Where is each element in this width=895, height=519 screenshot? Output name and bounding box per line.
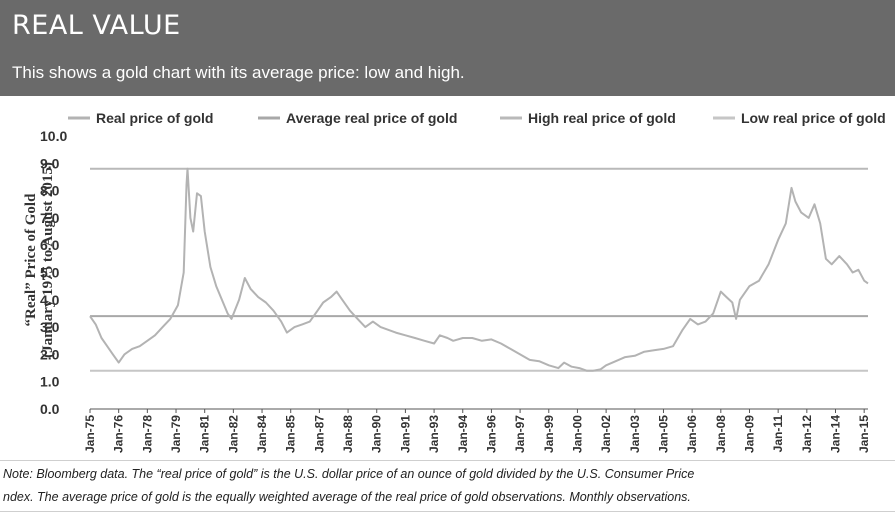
note-line-1: Note: Bloomberg data. The “real price of… — [3, 467, 695, 481]
x-tick-label: Jan-82 — [226, 415, 240, 453]
bottom-divider — [0, 511, 895, 512]
x-tick-label: Jan-75 — [83, 415, 97, 453]
note-line-2: ndex. The average price of gold is the e… — [3, 490, 691, 504]
y-tick-label: 1.0 — [40, 374, 60, 390]
x-tick-label: Jan-85 — [284, 415, 298, 453]
gold-price-chart: 0.0 1.0 2.0 3.0 4.0 5.0 6.0 7.0 8.0 9.0 10.0 Jan-75… — [40, 110, 886, 453]
x-tick-label: Jan-97 — [513, 415, 527, 453]
x-tick-label: Jan-96 — [484, 415, 498, 453]
x-tick-label: Jan-84 — [255, 415, 269, 453]
legend-average-price-label: Average real price of gold — [286, 110, 457, 126]
x-tick-label: Jan-12 — [800, 415, 814, 453]
chart-header: REAL VALUE This shows a gold chart with … — [0, 0, 895, 96]
chart-note: Note: Bloomberg data. The “real price of… — [3, 463, 893, 509]
x-tick-label: Jan-14 — [829, 415, 843, 453]
y-tick-label: 6.0 — [40, 237, 60, 253]
x-tick-label: Jan-08 — [714, 415, 728, 453]
note-divider — [0, 460, 895, 461]
x-tick-label: Jan-11 — [771, 415, 785, 453]
y-tick-label: 7.0 — [40, 210, 60, 226]
x-tick-label: Jan-00 — [570, 415, 584, 453]
x-tick-label: Jan-05 — [656, 415, 670, 453]
x-tick-label: Jan-02 — [599, 415, 613, 453]
x-tick-label: Jan-06 — [685, 415, 699, 453]
y-tick-label: 4.0 — [40, 292, 60, 308]
x-tick-label: Jan-03 — [628, 415, 642, 453]
legend-high-price-label: High real price of gold — [528, 110, 676, 126]
x-tick-label: Jan-93 — [427, 415, 441, 453]
chart-subtitle: This shows a gold chart with its average… — [12, 63, 465, 82]
y-tick-label: 10.0 — [40, 128, 67, 144]
y-tick-label: 8.0 — [40, 183, 60, 199]
x-tick-label: Jan-79 — [169, 415, 183, 453]
y-tick-label: 3.0 — [40, 319, 60, 335]
x-tick-label: Jan-78 — [140, 415, 154, 453]
y-tick-label: 9.0 — [40, 155, 60, 171]
x-tick-label: Jan-99 — [542, 415, 556, 453]
x-tick-label: Jan-87 — [312, 415, 326, 453]
x-tick-label: Jan-81 — [198, 415, 212, 453]
legend-real-price-label: Real price of gold — [96, 110, 213, 126]
x-tick-label: Jan-15 — [857, 415, 871, 453]
x-tick-label: Jan-90 — [370, 415, 384, 453]
x-tick-label: Jan-94 — [456, 415, 470, 453]
y-tick-label: 5.0 — [40, 265, 60, 281]
x-tick-label: Jan-76 — [112, 415, 126, 453]
y-tick-label: 0.0 — [40, 401, 60, 417]
y-tick-label: 2.0 — [40, 346, 60, 362]
legend-low-price-label: Low real price of gold — [741, 110, 886, 126]
real-price-line — [89, 167, 869, 372]
chart-title: REAL VALUE — [12, 10, 181, 41]
x-tick-label: Jan-88 — [341, 415, 355, 453]
x-tick-label: Jan-91 — [398, 415, 412, 453]
x-tick-label: Jan-09 — [742, 415, 756, 453]
